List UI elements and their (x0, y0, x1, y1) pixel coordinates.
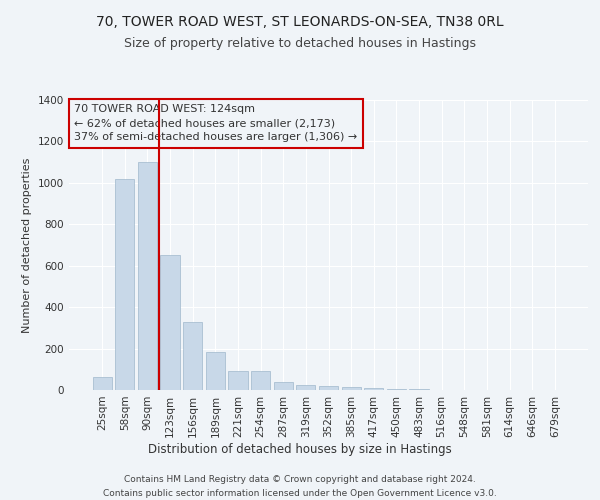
Text: 70 TOWER ROAD WEST: 124sqm
← 62% of detached houses are smaller (2,173)
37% of s: 70 TOWER ROAD WEST: 124sqm ← 62% of deta… (74, 104, 358, 142)
Bar (296, 385, 316, 390)
Bar (364, 388, 383, 390)
Text: Size of property relative to detached houses in Hastings: Size of property relative to detached ho… (124, 38, 476, 51)
Y-axis label: Number of detached properties: Number of detached properties (22, 158, 32, 332)
Bar (206, 352, 225, 390)
Text: 70, TOWER ROAD WEST, ST LEONARDS-ON-SEA, TN38 0RL: 70, TOWER ROAD WEST, ST LEONARDS-ON-SEA,… (96, 15, 504, 29)
Bar (160, 256, 180, 390)
Bar (341, 387, 361, 390)
Bar (138, 162, 157, 390)
Bar (229, 372, 248, 390)
Bar (387, 389, 406, 390)
Bar (251, 372, 270, 390)
Bar (319, 386, 338, 390)
Text: Contains HM Land Registry data © Crown copyright and database right 2024.
Contai: Contains HM Land Registry data © Crown c… (103, 476, 497, 498)
Bar (92, 376, 112, 390)
Bar (183, 322, 202, 390)
Bar (115, 178, 134, 390)
Text: Distribution of detached houses by size in Hastings: Distribution of detached houses by size … (148, 442, 452, 456)
Bar (274, 382, 293, 390)
